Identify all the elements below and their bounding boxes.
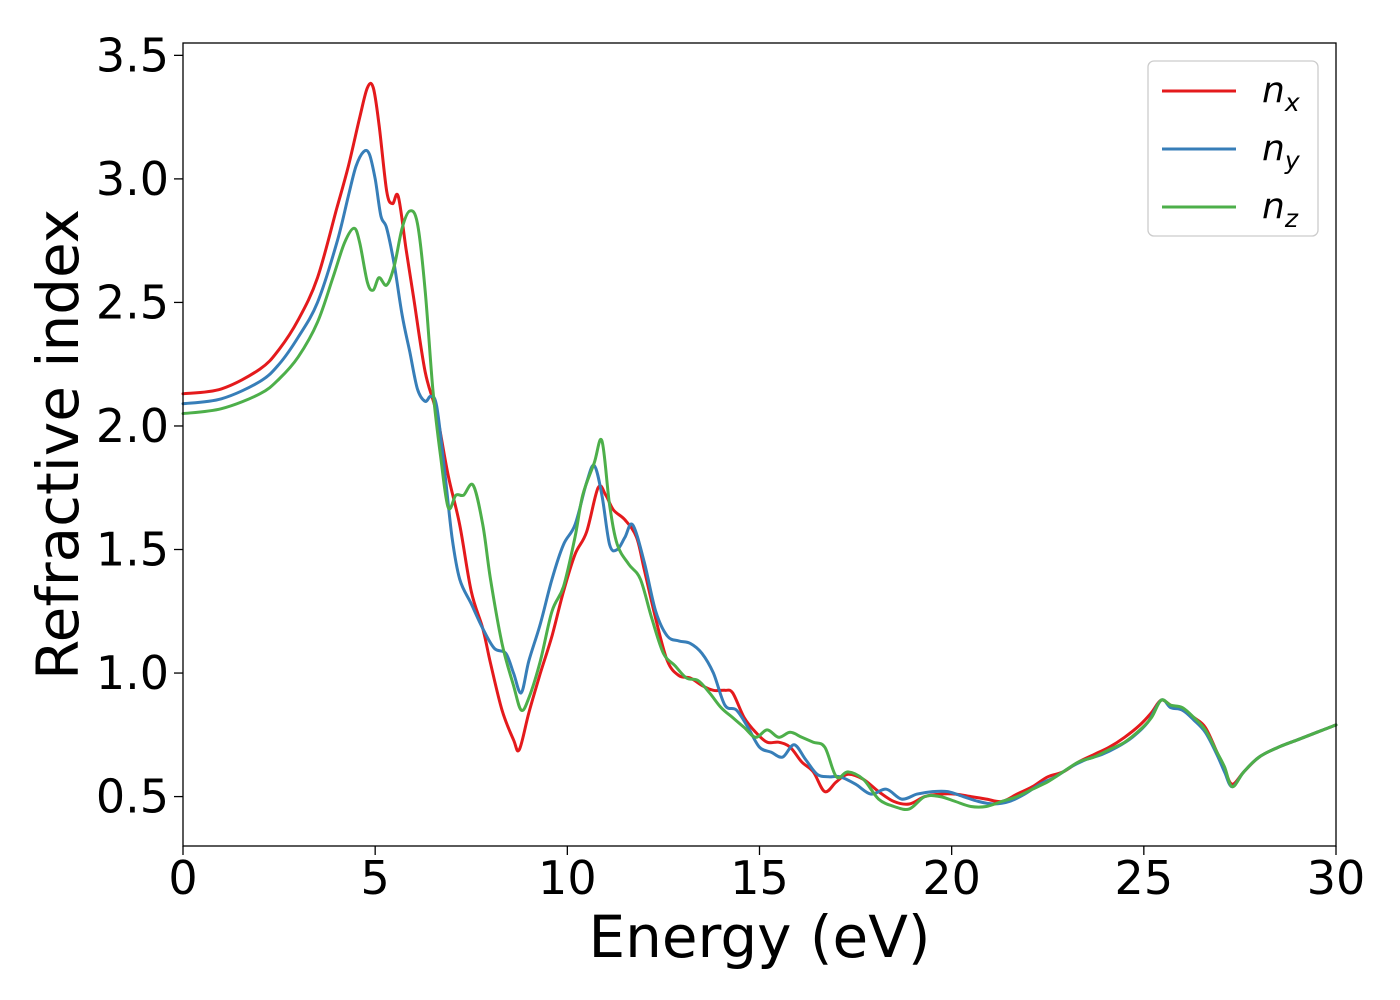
x-tick-label: 30 <box>1307 851 1366 905</box>
y-tick-label: 2.5 <box>96 275 169 329</box>
y-axis-ticks: 0.5 1.0 1.5 2.0 2.5 3.0 3.5 <box>96 28 183 824</box>
x-tick-label: 20 <box>922 851 981 905</box>
y-axis-label: Refractive index <box>24 209 92 680</box>
x-axis-ticks: 0 5 10 15 20 25 30 <box>168 846 1365 905</box>
series-layer <box>181 81 1338 811</box>
y-tick-label: 3.0 <box>96 152 169 206</box>
legend-entry-base: n <box>1262 186 1285 227</box>
y-tick-label: 3.5 <box>96 28 169 82</box>
x-tick-label: 5 <box>361 851 390 905</box>
x-tick-label: 10 <box>538 851 597 905</box>
x-axis-label: Energy (eV) <box>588 903 930 971</box>
y-tick-label: 1.0 <box>96 646 169 700</box>
legend-entry-x: nx <box>1262 70 1300 117</box>
x-tick-label: 25 <box>1115 851 1174 905</box>
legend-entry-base: n <box>1262 128 1285 169</box>
y-tick-label: 1.5 <box>96 523 169 577</box>
legend-entry-base: n <box>1262 70 1285 111</box>
y-tick-label: 0.5 <box>96 770 169 824</box>
legend-entry-subscript: x <box>1284 88 1300 117</box>
x-tick-label: 15 <box>730 851 789 905</box>
series-line-x <box>181 81 1338 806</box>
x-tick-label: 0 <box>168 851 197 905</box>
legend-entry-z: nz <box>1262 186 1299 233</box>
y-tick-label: 2.0 <box>96 399 169 453</box>
series-line-z <box>181 209 1338 811</box>
legend-entry-subscript: y <box>1284 146 1301 175</box>
legend-entry-y: ny <box>1262 128 1301 175</box>
legend-entry-subscript: z <box>1284 204 1299 233</box>
